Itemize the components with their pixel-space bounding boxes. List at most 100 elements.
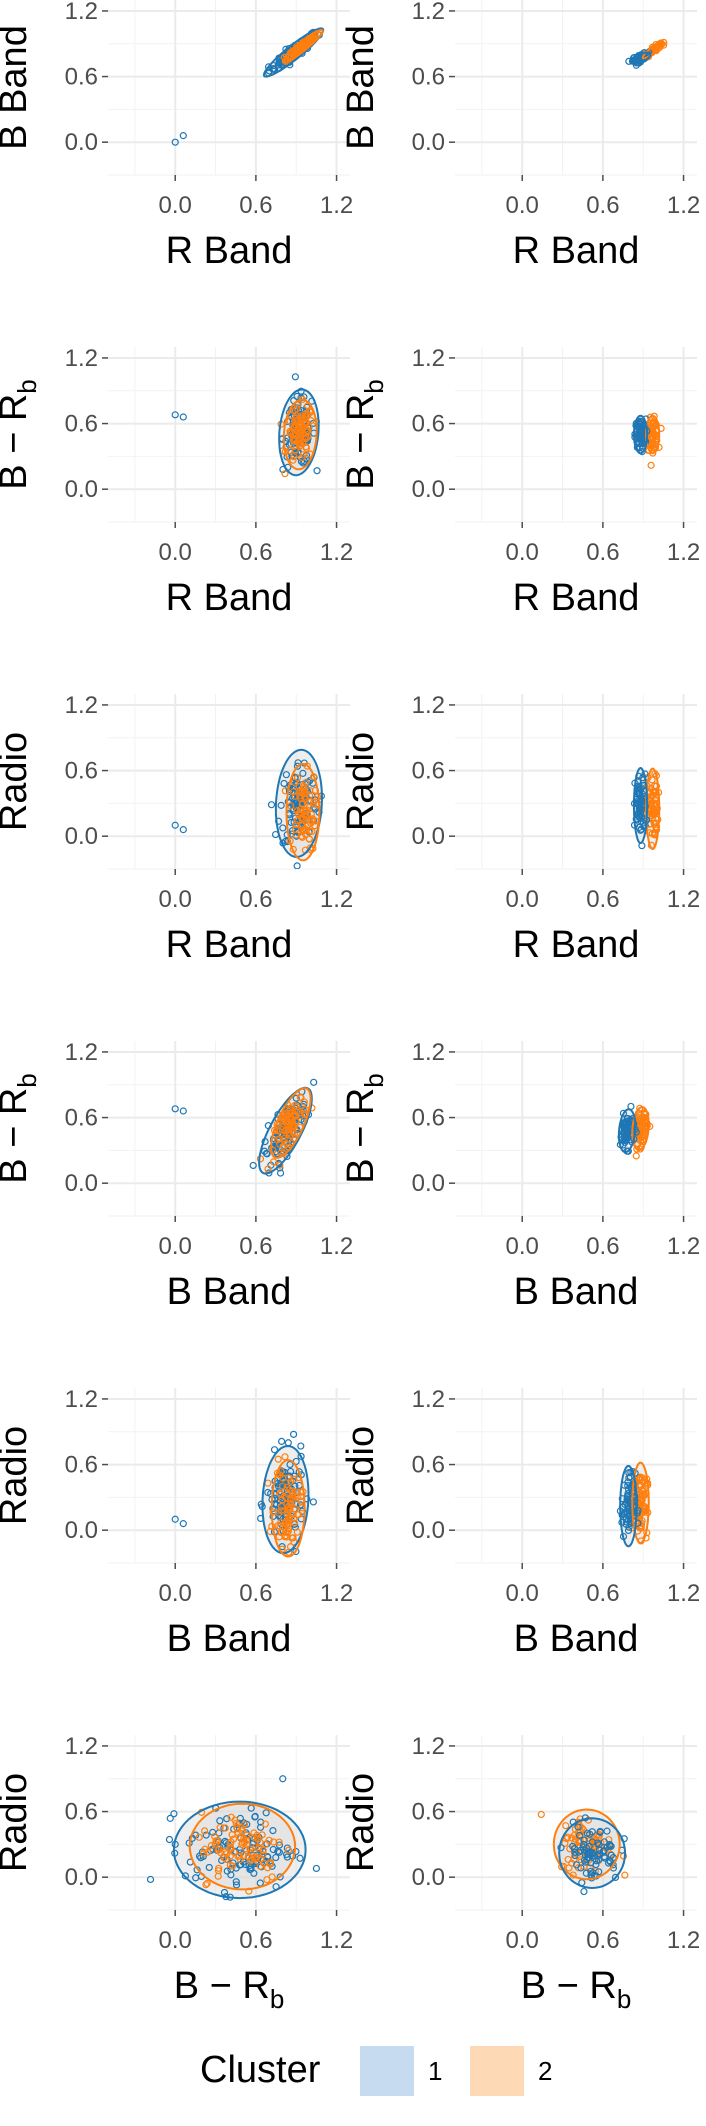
x-tick-label: 0.0 [159,1233,192,1260]
ellipse-outline-cluster-1 [632,414,649,455]
point-cluster-1 [289,1430,298,1438]
point-cluster-2 [287,1477,295,1485]
point-cluster-2 [284,1846,293,1854]
point-cluster-2 [636,1104,644,1112]
panel-1: 1.2 0.6 0.0 0.0 0.6 1.2 R Band B Band [0,0,353,272]
point-cluster-2 [650,422,658,430]
x-tick-label: 0.6 [586,1233,619,1260]
x-tick-label: 0.0 [159,1580,192,1607]
x-tick-label: 0.0 [159,192,192,219]
point-cluster-2 [215,1845,223,1853]
point-cluster-1 [636,802,644,810]
point-cluster-2 [263,1864,272,1872]
y-tick-label: 0.0 [65,1864,98,1891]
point-cluster-2 [264,1165,272,1173]
point-cluster-2 [283,1109,291,1117]
point-cluster-2 [204,1848,212,1856]
point-cluster-2 [300,793,309,801]
point-cluster-2 [287,1109,295,1117]
point-cluster-2 [283,1521,291,1529]
plot-area [171,373,321,478]
y-tick-label: 1.2 [412,1733,445,1760]
point-cluster-1 [171,138,179,146]
point-cluster-1 [276,1873,284,1881]
point-cluster-1 [241,1860,250,1869]
point-cluster-2 [298,833,306,841]
point-cluster-1 [171,1105,179,1113]
x-axis-title-subscript: b [270,1984,284,2014]
y-tick-label: 0.6 [412,758,445,785]
point-cluster-2 [301,410,310,418]
point-cluster-2 [296,808,305,817]
point-cluster-2 [290,442,298,450]
point-cluster-2 [277,1502,286,1511]
point-cluster-2 [254,1835,262,1843]
point-cluster-2 [640,1128,648,1136]
point-cluster-1 [179,1107,187,1115]
point-cluster-1 [585,1849,593,1858]
y-tick-label: 0.6 [412,1452,445,1479]
x-axis-title: B Band [167,1271,292,1313]
point-cluster-1 [574,1823,582,1831]
point-cluster-2 [211,1840,219,1848]
ellipse-outline-cluster-1 [617,1108,637,1154]
point-cluster-2 [226,1843,234,1851]
point-cluster-2 [273,1136,282,1144]
point-cluster-2 [253,1831,261,1839]
point-cluster-2 [287,802,295,810]
ellipse-outline-cluster-2 [641,41,664,60]
point-cluster-1 [179,132,187,140]
point-cluster-1 [279,1775,287,1783]
point-cluster-1 [272,1853,280,1862]
point-cluster-1 [274,1482,283,1490]
x-tick-label: 0.6 [239,1233,272,1260]
point-cluster-1 [287,1467,295,1476]
point-cluster-1 [171,411,179,419]
point-cluster-2 [238,1824,246,1832]
point-cluster-1 [595,1841,603,1849]
point-cluster-1 [312,1864,320,1873]
point-cluster-1 [627,1507,635,1515]
point-cluster-1 [634,431,642,439]
x-axis-title: R Band [513,577,640,619]
point-cluster-1 [222,1839,230,1847]
point-cluster-2 [202,1881,210,1889]
ellipse-outline-cluster-2 [282,398,318,471]
point-cluster-1 [279,824,287,832]
point-cluster-2 [284,1120,292,1128]
legend-key-1 [360,2046,414,2096]
point-cluster-2 [305,817,313,825]
panel-5: 1.2 0.6 0.0 0.0 0.6 1.2 R Band Radio [0,692,353,966]
point-cluster-1 [279,1477,287,1485]
point-cluster-2 [303,762,311,770]
x-tick-label: 1.2 [667,539,700,566]
point-cluster-1 [216,1817,224,1825]
y-tick-label: 0.0 [412,823,445,850]
point-cluster-1 [269,1826,277,1835]
point-cluster-1 [280,779,288,788]
legend-key-2 [470,2046,524,2096]
y-axis-title: Radio [340,1426,382,1525]
point-cluster-1 [595,1846,603,1854]
point-cluster-1 [251,1812,259,1821]
point-cluster-1 [292,1094,300,1102]
x-tick-label: 1.2 [667,1580,700,1607]
y-tick-label: 1.2 [412,345,445,372]
x-axis-title: B Band [167,1618,292,1660]
point-cluster-1 [586,1850,594,1859]
x-tick-label: 0.6 [586,886,619,913]
point-cluster-1 [166,1814,174,1822]
point-cluster-2 [305,835,314,843]
point-cluster-2 [195,1833,203,1841]
point-cluster-2 [647,461,655,469]
point-cluster-2 [277,1519,285,1527]
panel-6: 1.2 0.6 0.0 0.0 0.6 1.2 R Band Radio [340,692,700,966]
point-cluster-2 [287,428,295,436]
point-cluster-2 [311,822,319,830]
point-cluster-1 [284,1439,292,1447]
point-cluster-1 [283,1853,291,1861]
y-tick-label: 0.6 [65,64,98,91]
point-cluster-1 [600,1838,608,1846]
y-tick-label: 1.2 [65,0,98,25]
point-cluster-2 [281,1533,289,1541]
